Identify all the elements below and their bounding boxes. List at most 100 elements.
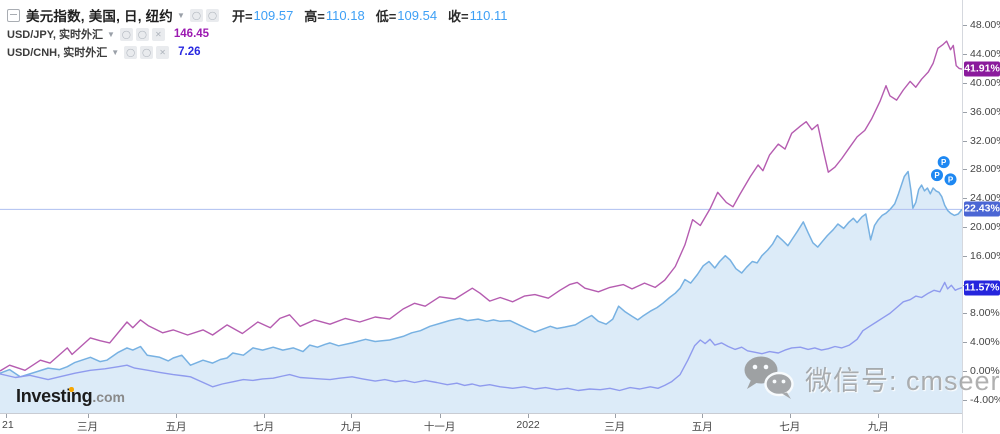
y-tick-mark — [963, 399, 967, 401]
price-marker-label: P — [934, 171, 940, 180]
legend-row-main: 美元指数, 美国, 日, 纽约 ▼ ◯ ◯ 开= 109.57 高= 110.18 低=… — [7, 5, 518, 25]
y-tick-label: 4.00% — [970, 336, 1000, 349]
legend-instrument-name[interactable]: USD/CNH, 实时外汇 — [7, 47, 108, 59]
logo-text: Investing — [16, 386, 93, 406]
price-marker-label: P — [948, 175, 954, 184]
legend-close-button[interactable]: ✕ — [151, 27, 165, 41]
x-tick-mark — [528, 414, 530, 418]
x-axis-label: 三月 — [604, 421, 626, 433]
legend-value: 146.45 — [173, 28, 210, 40]
y-tick-label: 20.00% — [970, 220, 1000, 233]
x-tick-mark — [439, 414, 441, 418]
watermark: 微信号: cmseer — [742, 354, 1000, 402]
dxy-area-fill — [0, 171, 962, 413]
price-marker-icon[interactable] — [930, 168, 944, 183]
ohlc-values: 开= 109.57 高= 110.18 低= 109.54 收= 110.11 — [232, 6, 519, 25]
ohlc-item: 开= 109.57 — [232, 6, 293, 25]
y-tick-label: 36.00% — [970, 105, 1000, 118]
chevron-down-icon[interactable]: ▼ — [106, 29, 115, 39]
x-tick-mark — [614, 414, 616, 418]
y-tick-mark — [963, 255, 967, 257]
x-tick-mark — [789, 414, 791, 418]
x-axis-label: 七月 — [779, 421, 801, 433]
x-axis-label: 十一月 — [423, 421, 456, 433]
y-tick-mark — [963, 226, 967, 228]
x-axis-label: 五月 — [165, 421, 187, 433]
y-tick-mark — [963, 82, 967, 84]
y-tick-label: 32.00% — [970, 134, 1000, 147]
x-tick-mark — [263, 414, 265, 418]
y-tick-mark — [963, 111, 967, 113]
main-instrument-title[interactable]: 美元指数, 美国, 日, 纽约 — [26, 9, 174, 24]
price-marker-icon[interactable] — [936, 155, 951, 170]
legend-collapse-button[interactable] — [7, 8, 20, 22]
y-tick-mark — [963, 198, 967, 200]
legend-row-instrument: USD/CNH, 实时外汇 ▼ ◯ ◯ ✕ 7.26 — [7, 43, 518, 61]
x-axis-label: 七月 — [253, 421, 275, 433]
legend-value: 7.26 — [178, 46, 201, 58]
x-tick-mark — [87, 414, 89, 418]
y-tick-label: 44.00% — [970, 48, 1000, 60]
y-tick-label: 28.00% — [970, 163, 1000, 176]
y-tick-label: -4.00% — [970, 393, 1000, 406]
y-tick-label: 24.00% — [970, 192, 1000, 205]
y-tick-label: 16.00% — [970, 249, 1000, 262]
ohlc-value: 109.57 — [253, 7, 294, 23]
investing-logo: Investing.com — [16, 386, 125, 407]
price-marker-icon[interactable] — [943, 172, 958, 187]
y-tick-mark — [963, 313, 967, 315]
x-axis-label: 21 — [2, 419, 14, 431]
legend-settings-button[interactable]: ◯ — [140, 45, 154, 59]
ohlc-value: 110.18 — [325, 7, 365, 23]
last-value-badge: 41.91% — [964, 61, 1000, 77]
y-tick-mark — [963, 54, 967, 55]
y-tick-mark — [963, 25, 967, 27]
y-tick-label: 48.00% — [970, 19, 1000, 32]
chart-svg: PPP — [0, 40, 962, 413]
legend: 美元指数, 美国, 日, 纽约 ▼ ◯ ◯ 开= 109.57 高= 110.18 低=… — [7, 5, 518, 61]
legend-instrument-name[interactable]: USD/JPY, 实时外汇 — [7, 29, 103, 41]
ohlc-label: 低= — [375, 8, 397, 24]
usdjpy-line — [0, 40, 962, 372]
y-tick-mark — [963, 169, 967, 171]
legend-visibility-button[interactable]: ◯ — [124, 45, 138, 59]
logo-suffix: .com — [92, 389, 126, 405]
legend-visibility-button[interactable]: ◯ — [189, 8, 203, 22]
x-axis-label: 三月 — [77, 421, 98, 433]
legend-visibility-button[interactable]: ◯ — [119, 27, 133, 41]
ohlc-value: 110.11 — [469, 7, 508, 23]
usdcnh-line — [0, 281, 962, 392]
x-axis[interactable]: 21 三月 五月 七月 九月 十一月 2022 三月 五月 七月 九月 — [0, 413, 962, 434]
x-tick-mark — [878, 414, 880, 418]
ohlc-item: 收= 110.11 — [448, 6, 507, 25]
y-tick-mark — [963, 140, 967, 142]
ohlc-label: 开= — [231, 8, 253, 24]
y-tick-label: 8.00% — [970, 307, 1000, 320]
x-tick-mark — [702, 414, 704, 418]
ohlc-item: 低= 109.54 — [376, 6, 437, 25]
y-tick-mark — [963, 371, 967, 372]
x-tick-mark — [351, 414, 353, 418]
ohlc-label: 收= — [448, 8, 469, 24]
logo-orange-dot-icon — [69, 387, 74, 392]
ohlc-item: 高= 110.18 — [304, 6, 364, 25]
legend-close-button[interactable]: ✕ — [156, 45, 170, 59]
last-value-badge: 11.57% — [964, 280, 1000, 296]
x-tick-mark — [176, 414, 177, 418]
y-tick-label: 40.00% — [970, 76, 1000, 89]
legend-settings-button[interactable]: ◯ — [135, 27, 149, 41]
chevron-down-icon[interactable]: ▼ — [111, 47, 120, 57]
legend-settings-button[interactable]: ◯ — [205, 8, 219, 22]
wechat-icon — [744, 356, 794, 399]
y-tick-label: 0.00% — [970, 365, 1000, 377]
chevron-down-icon[interactable]: ▼ — [177, 10, 185, 20]
dxy-area-line — [0, 170, 962, 378]
legend-row-instrument: USD/JPY, 实时外汇 ▼ ◯ ◯ ✕ 146.45 — [7, 25, 518, 43]
last-value-badge: 22.43% — [964, 201, 1000, 217]
y-tick-mark — [963, 342, 967, 344]
y-axis[interactable]: 48.00% 44.00% 40.00% 36.00% 32.00% 28.00% 24.0… — [962, 0, 1000, 433]
x-tick-mark — [5, 414, 7, 418]
ohlc-value: 109.54 — [397, 7, 438, 23]
